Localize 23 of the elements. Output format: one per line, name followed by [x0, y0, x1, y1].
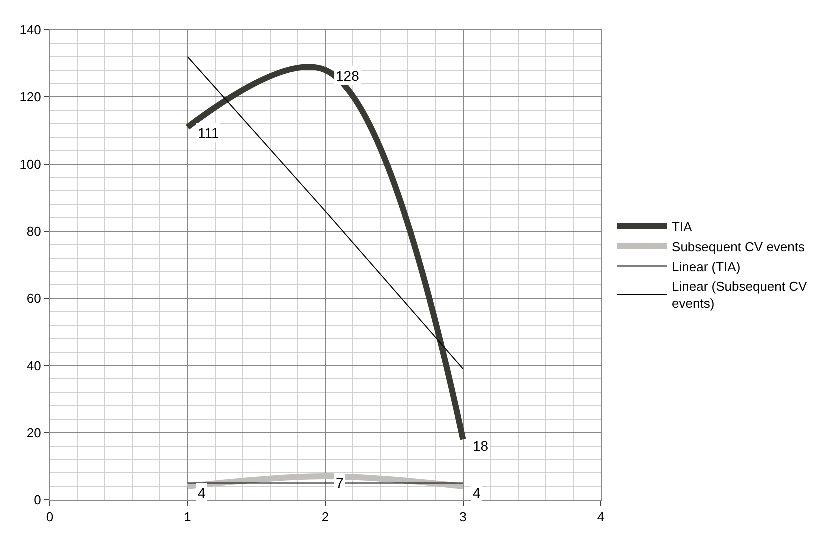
legend-label: Linear (Subsequent CV events) — [672, 279, 808, 312]
y-tick-label: 140 — [20, 22, 42, 38]
y-tick-label: 20 — [26, 425, 42, 440]
y-tick-label: 120 — [20, 90, 42, 105]
data-label: 111 — [198, 125, 220, 141]
x-tick-label: 3 — [460, 510, 467, 525]
y-tick-label: 0 — [34, 492, 42, 508]
y-tick-label: 40 — [26, 358, 42, 374]
y-tick-label: 100 — [20, 156, 42, 172]
legend-label: TIA — [672, 220, 693, 235]
x-tick-label: 0 — [46, 510, 54, 525]
x-tick-label: 2 — [322, 510, 330, 525]
legend-label: Subsequent CV events — [672, 239, 806, 254]
data-label: 4 — [198, 485, 206, 501]
y-tick-label: 80 — [26, 224, 42, 239]
y-tick-label: 60 — [26, 291, 42, 306]
x-tick-label: 1 — [184, 510, 192, 525]
data-label: 7 — [336, 475, 344, 491]
legend-label: Linear (TIA) — [672, 259, 741, 274]
data-label: 128 — [336, 68, 360, 84]
data-label: 4 — [473, 485, 481, 501]
x-tick-label: 4 — [597, 510, 605, 525]
data-label: 18 — [473, 438, 489, 454]
